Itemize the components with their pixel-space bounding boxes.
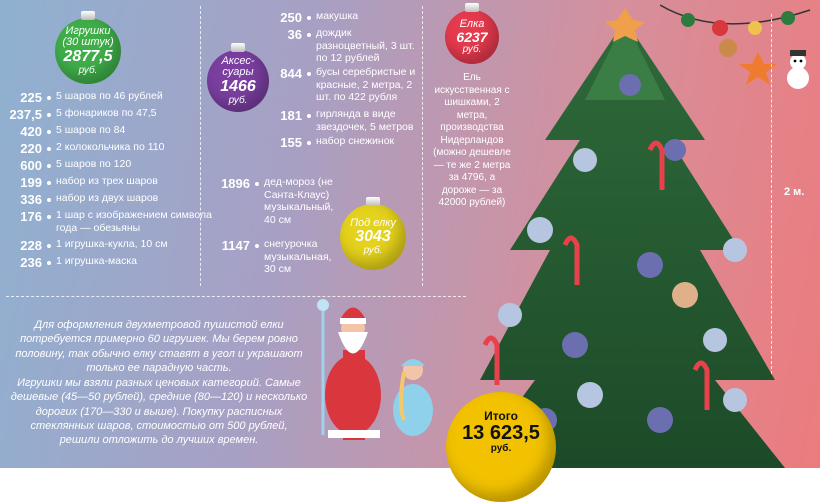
list-item: 844 бусы серебристые и красные, 2 метра,… [280, 66, 416, 104]
list-item: 220 2 колокольчика по 110 [20, 141, 165, 156]
list-item: 237,5 5 фонариков по 47,5 [9, 107, 157, 122]
ball-cap [465, 3, 479, 12]
list-item: 336 набор из двух шаров [20, 192, 159, 207]
toys-unit: руб. [78, 64, 98, 76]
list-item: 36 дождик разноцветный, 3 шт. по 12 рубл… [287, 27, 415, 65]
tree-title: Елка [459, 17, 485, 30]
list-item: 600 5 шаров по 120 [20, 158, 132, 173]
list-item: 176 1 шар с изображением символа года — … [20, 209, 212, 234]
ball-cap [366, 197, 380, 206]
tree-value: 6237 [456, 29, 488, 46]
list-item: 228 1 игрушка-кукла, 10 см [20, 238, 168, 253]
separator-line [200, 6, 201, 286]
list-item: 181 гирлянда в виде звездочек, 5 метров [280, 108, 414, 133]
total-ball: Итого 13 623,5 руб. [446, 392, 556, 502]
ball-cap [81, 11, 95, 20]
accessories-title: Аксес-суары [221, 54, 255, 79]
intro-paragraph: Для оформления двухметровой пушистой елк… [15, 319, 303, 374]
total-value: 13 623,5 [462, 421, 540, 444]
list-item: 1896 дед-мороз (не Санта-Клаус) музыкаль… [221, 176, 334, 226]
total-label: Итого [484, 409, 518, 423]
price-paragraph: Игрушки мы взяли разных ценовых категори… [10, 377, 308, 447]
ball-cap [231, 43, 245, 52]
accessories-ball: Аксес-суары 1466 руб. [207, 43, 269, 112]
height-label: 2 м. [784, 186, 805, 198]
tree-unit: руб. [462, 43, 482, 55]
list-item: 155 набор снежинок [280, 135, 395, 150]
toys-value: 2877,5 [63, 47, 113, 65]
ded-moroz-snegurochka-illustration [317, 299, 433, 440]
list-item: 1147 снегурочка музыкальная, 30 см [221, 238, 332, 276]
toys-title: Игрушки (30 штук) [62, 24, 114, 49]
separator-line [6, 296, 466, 297]
under-tree-unit: руб. [363, 244, 383, 256]
height-marker-line [771, 14, 772, 374]
under-tree-value: 3043 [355, 228, 391, 246]
list-item: 236 1 игрушка-маска [20, 255, 137, 270]
list-item: 199 набор из трех шаров [20, 175, 158, 190]
toys-ball: Игрушки (30 штук) 2877,5 руб. [55, 11, 121, 84]
tree-description: Ель искусственная с шишками, 2 метра, пр… [433, 72, 511, 208]
separator-line [422, 6, 423, 286]
list-item: 225 5 шаров по 46 рублей [20, 90, 163, 105]
garland-decoration [660, 4, 811, 89]
total-unit: руб. [490, 442, 512, 454]
list-item: 250 макушка [280, 10, 359, 25]
under-tree-title: Под елку [350, 216, 396, 229]
list-item: 420 5 шаров по 84 [20, 124, 126, 139]
accessories-value: 1466 [220, 77, 256, 95]
under-tree-ball: Под елку 3043 руб. [340, 197, 406, 270]
accessories-unit: руб. [228, 94, 248, 106]
tree-ball: Елка 6237 руб. [445, 3, 499, 64]
christmas-tree-illustration [470, 8, 785, 468]
